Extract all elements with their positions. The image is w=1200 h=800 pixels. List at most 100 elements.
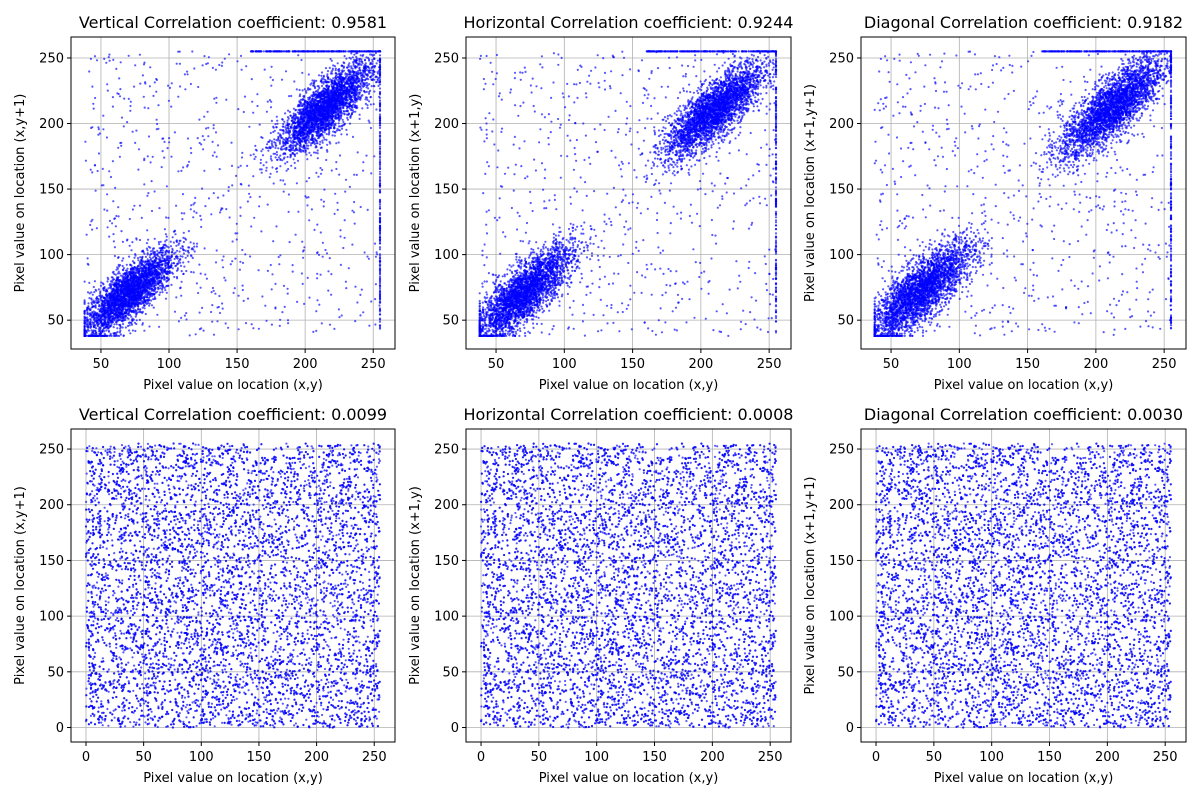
data-point (192, 248, 195, 251)
data-point (330, 83, 333, 86)
data-point (179, 255, 182, 258)
data-point (158, 284, 161, 287)
data-point (124, 272, 127, 275)
data-point (110, 301, 113, 304)
data-point (92, 318, 95, 321)
data-point (92, 326, 95, 329)
data-point (346, 116, 349, 119)
data-point (84, 316, 87, 320)
data-point (326, 73, 329, 76)
data-point (105, 289, 108, 292)
data-point (112, 326, 115, 329)
data-point (370, 85, 373, 88)
data-point (110, 334, 113, 337)
data-point (167, 251, 170, 254)
data-point (83, 312, 86, 315)
data-point (174, 233, 177, 236)
data-point (173, 275, 176, 279)
data-point (166, 270, 169, 273)
data-point (118, 334, 121, 337)
data-point (130, 315, 133, 318)
data-point (107, 327, 110, 330)
data-point (164, 265, 167, 268)
data-point (178, 242, 181, 245)
data-point (288, 110, 291, 114)
data-point (121, 320, 124, 323)
data-point (158, 276, 161, 279)
data-point (93, 334, 96, 337)
data-point (344, 75, 347, 79)
data-point (133, 305, 136, 308)
data-point (158, 247, 161, 250)
data-point (133, 272, 137, 275)
data-point (309, 144, 312, 147)
data-point (115, 297, 118, 300)
data-point (162, 259, 166, 262)
data-point (140, 297, 143, 300)
data-point (137, 307, 140, 310)
data-point (111, 317, 115, 320)
data-point (363, 58, 367, 61)
data-point (255, 149, 258, 152)
data-point (130, 321, 133, 324)
data-point (349, 116, 352, 119)
data-point (163, 244, 166, 247)
data-point (274, 156, 277, 159)
data-point (286, 160, 289, 164)
data-point (101, 309, 104, 313)
data-point (114, 273, 117, 276)
data-point (350, 65, 353, 68)
data-point (158, 293, 161, 296)
data-point (124, 302, 127, 305)
data-point (135, 319, 138, 322)
data-point (138, 272, 141, 275)
data-point (90, 329, 93, 332)
data-point (360, 63, 363, 66)
data-point (88, 321, 91, 324)
data-point (299, 117, 302, 120)
data-point (187, 230, 190, 233)
data-point (144, 295, 147, 298)
data-point (167, 261, 170, 264)
data-point (259, 158, 262, 161)
data-point (143, 307, 146, 310)
data-point (120, 316, 123, 319)
data-point (144, 255, 147, 258)
data-point (110, 283, 113, 286)
data-point (119, 329, 122, 332)
data-point (136, 257, 140, 260)
data-point (117, 256, 120, 259)
data-point (109, 319, 112, 322)
data-point (161, 249, 164, 252)
data-point (93, 291, 96, 294)
data-point (143, 252, 146, 255)
data-point (274, 123, 277, 126)
data-point (268, 176, 271, 179)
data-point (367, 92, 371, 95)
data-point (149, 270, 152, 273)
data-point (195, 245, 198, 248)
data-point (138, 278, 141, 282)
data-point (117, 270, 120, 273)
data-point (365, 64, 368, 67)
data-point (126, 291, 129, 294)
data-point (145, 242, 149, 245)
data-point (111, 291, 114, 294)
data-point (184, 237, 187, 240)
data-point (97, 334, 100, 337)
data-point (169, 256, 172, 259)
data-point (83, 332, 86, 335)
data-point (119, 274, 122, 277)
data-point (100, 334, 104, 337)
data-point (107, 330, 111, 333)
data-point (360, 78, 363, 81)
data-point (156, 263, 159, 267)
data-point (113, 323, 116, 326)
data-point (139, 265, 142, 268)
data-point (133, 311, 136, 314)
data-point (268, 139, 271, 142)
data-point (121, 326, 124, 329)
data-point (162, 274, 165, 277)
data-point (173, 262, 176, 265)
data-point (298, 88, 301, 92)
